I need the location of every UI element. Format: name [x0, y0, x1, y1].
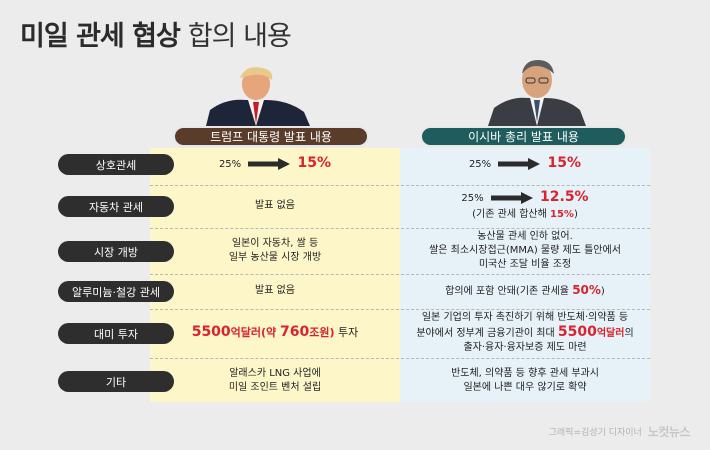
trump-column-panel [150, 148, 400, 402]
investment-amount: 5500 [191, 324, 231, 340]
reciprocal-tariff-trump: 25% 15% [150, 156, 400, 172]
text-line: 미국산 조달 비율 조정 [478, 259, 572, 270]
auto-tariff-note-end: ) [573, 209, 578, 220]
ishiba-column-panel [400, 148, 650, 402]
text-line: 일부 농산물 시장 개방 [228, 252, 322, 263]
ishiba-column-header: 이시바 총리 발표 내용 [420, 126, 627, 147]
arrow-right-icon [490, 192, 533, 204]
text-line: 일본에 나쁜 대우 않기로 확약 [463, 382, 587, 393]
other-trump: 알래스카 LNG 사업에 미일 조인트 벤처 설립 [150, 367, 400, 395]
tariff-from-value: 25% [218, 159, 242, 170]
title-bold: 미일 관세 협상 [20, 21, 181, 52]
graphic-credit: 그래픽=김성기 디자이너 노컷뉴스 [548, 423, 691, 440]
text-line: 농산물 관세 인하 없어. [477, 231, 573, 242]
row-divider [150, 274, 650, 275]
tariff-to-value: 12.5% [540, 189, 589, 205]
auto-tariff-note: (기존 관세 합산해 [472, 209, 550, 220]
nocut-news-logo: 노컷뉴스 [647, 425, 691, 439]
tariff-from-value: 25% [468, 159, 492, 170]
credit-text: 그래픽=김성기 디자이너 [548, 428, 642, 438]
aluminum-steel-trump: 발표 없음 [255, 285, 295, 296]
row-label-other: 기타 [58, 371, 174, 392]
row-divider [150, 228, 650, 229]
row-label-aluminum-steel-tariff: 알루미늄·철강 관세 [58, 281, 174, 302]
tariff-from-value: 25% [461, 193, 484, 204]
reciprocal-tariff-ishiba: 25% 15% [400, 156, 650, 172]
text-line: 일본 기업의 투자 촉진하기 위해 반도체·의약품 등 [421, 312, 629, 323]
investment-krw-amount: 760 [280, 324, 310, 340]
trump-column-header: 트럼프 대통령 발표 내용 [173, 126, 369, 147]
row-divider [150, 358, 650, 359]
market-opening-ishiba: 농산물 관세 인하 없어. 쌀은 최소시장접근(MMA) 물량 제도 틀안에서 … [400, 230, 650, 272]
row-divider [150, 185, 650, 186]
market-opening-trump: 일본이 자동차, 쌀 등 일부 농산물 시장 개방 [150, 237, 400, 265]
text-line: 반도체, 의약품 등 향후 관세 부과시 [451, 368, 599, 379]
text-line: 알래스카 LNG 사업에 [229, 368, 321, 379]
arrow-right-icon [248, 158, 291, 170]
us-investment-ishiba: 일본 기업의 투자 촉진하기 위해 반도체·의약품 등 분야에서 정부계 금융기… [400, 311, 650, 355]
investment-unit: 억달러(약 [230, 326, 281, 339]
investment-unit: 억달러 [596, 328, 625, 339]
text-part: 분야에서 정부계 금융기관이 최대 [416, 328, 558, 339]
row-divider [150, 309, 650, 310]
title-light: 합의 내용 [187, 21, 292, 52]
tariff-to-value: 15% [547, 155, 582, 171]
investment-krw-unit: 조원) [309, 326, 335, 339]
text-line: 출자·융자·융자보증 제도 마련 [463, 342, 587, 353]
text-part: 의 [624, 328, 634, 339]
aluminum-steel-ishiba: 합의에 포함 안돼(기존 관세율 50%) [400, 283, 650, 299]
investment-amount: 5500 [557, 324, 597, 340]
row-label-reciprocal-tariff: 상호관세 [58, 154, 174, 175]
auto-tariff-note-value: 15% [550, 209, 574, 220]
auto-tariff-ishiba: 25% 12.5% (기존 관세 합산해 15%) [400, 190, 650, 222]
text-part: ) [600, 286, 605, 297]
arrow-right-icon [498, 158, 541, 170]
tariff-rate-value: 50% [572, 283, 601, 297]
text-line: 일본이 자동차, 쌀 등 [231, 238, 319, 249]
trump-portrait-image [206, 67, 310, 126]
auto-tariff-trump: 발표 없음 [255, 200, 295, 211]
us-investment-trump: 5500억달러(약 760조원) 투자 [150, 325, 400, 340]
text-part: 합의에 포함 안돼(기존 관세율 [445, 286, 573, 297]
text-line: 미일 조인트 벤처 설립 [228, 382, 322, 393]
ishiba-portrait-image [488, 60, 586, 126]
row-label-market-opening: 시장 개방 [58, 241, 174, 262]
page-title: 미일 관세 협상 합의 내용 [20, 14, 292, 53]
row-label-us-investment: 대미 투자 [58, 323, 174, 344]
row-label-auto-tariff: 자동차 관세 [58, 196, 174, 217]
text-line: 쌀은 최소시장접근(MMA) 물량 제도 틀안에서 [429, 245, 621, 256]
text-part: 투자 [334, 326, 359, 339]
tariff-to-value: 15% [297, 155, 332, 171]
other-ishiba: 반도체, 의약품 등 향후 관세 부과시 일본에 나쁜 대우 않기로 확약 [400, 367, 650, 395]
